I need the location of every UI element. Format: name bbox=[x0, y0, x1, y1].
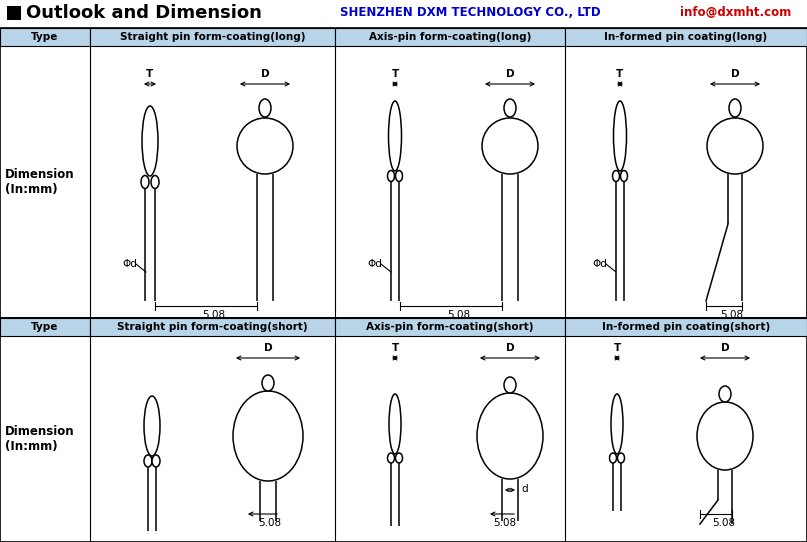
Text: 5.08: 5.08 bbox=[447, 310, 470, 320]
Ellipse shape bbox=[152, 455, 160, 467]
Text: 5.08: 5.08 bbox=[721, 310, 743, 320]
Bar bbox=[7, 6, 21, 20]
Ellipse shape bbox=[144, 396, 160, 456]
Text: In-formed pin coating(short): In-formed pin coating(short) bbox=[602, 322, 770, 332]
Text: Φd: Φd bbox=[122, 259, 137, 269]
Ellipse shape bbox=[387, 171, 395, 182]
Ellipse shape bbox=[504, 99, 516, 117]
Text: D: D bbox=[721, 343, 730, 353]
Text: Axis-pin form-coating(short): Axis-pin form-coating(short) bbox=[366, 322, 533, 332]
Text: D: D bbox=[506, 69, 514, 79]
Ellipse shape bbox=[697, 402, 753, 470]
Text: Φd: Φd bbox=[592, 259, 607, 269]
Text: D: D bbox=[261, 69, 270, 79]
Text: D: D bbox=[730, 69, 739, 79]
Bar bbox=[341, 342, 559, 536]
Text: T: T bbox=[617, 69, 624, 79]
Ellipse shape bbox=[707, 118, 763, 174]
Text: Type: Type bbox=[31, 322, 59, 332]
Text: 5.08: 5.08 bbox=[258, 518, 282, 528]
Text: Type: Type bbox=[31, 32, 59, 42]
Text: 5.08: 5.08 bbox=[493, 518, 516, 528]
Text: In-formed pin coating(long): In-formed pin coating(long) bbox=[604, 32, 767, 42]
Text: 5.08: 5.08 bbox=[713, 518, 735, 528]
Text: Straight pin form-coating(long): Straight pin form-coating(long) bbox=[119, 32, 305, 42]
Ellipse shape bbox=[144, 455, 152, 467]
Text: T: T bbox=[146, 69, 153, 79]
Ellipse shape bbox=[389, 394, 401, 454]
Ellipse shape bbox=[141, 176, 149, 189]
Text: Outlook and Dimension: Outlook and Dimension bbox=[26, 4, 262, 22]
Text: d: d bbox=[521, 484, 528, 494]
Bar bbox=[0, 28, 90, 46]
Ellipse shape bbox=[613, 101, 626, 171]
Text: Dimension
(In:mm): Dimension (In:mm) bbox=[5, 425, 74, 453]
Bar bbox=[335, 28, 565, 46]
Bar bbox=[90, 318, 335, 336]
Bar bbox=[96, 342, 329, 536]
Ellipse shape bbox=[233, 391, 303, 481]
Bar bbox=[335, 318, 565, 336]
Bar bbox=[0, 318, 807, 542]
Ellipse shape bbox=[395, 171, 403, 182]
Text: T: T bbox=[391, 343, 399, 353]
Text: Φd: Φd bbox=[367, 259, 382, 269]
Text: Axis-pin form-coating(long): Axis-pin form-coating(long) bbox=[369, 32, 531, 42]
Text: D: D bbox=[264, 343, 272, 353]
Text: info@dxmht.com: info@dxmht.com bbox=[680, 7, 791, 20]
Ellipse shape bbox=[142, 106, 158, 176]
Text: SHENZHEN DXM TECHNOLOGY CO., LTD: SHENZHEN DXM TECHNOLOGY CO., LTD bbox=[340, 7, 600, 20]
Text: Dimension
(In:mm): Dimension (In:mm) bbox=[5, 168, 74, 196]
Text: Straight pin form-coating(short): Straight pin form-coating(short) bbox=[117, 322, 307, 332]
Ellipse shape bbox=[262, 375, 274, 391]
Bar bbox=[0, 28, 807, 318]
Ellipse shape bbox=[482, 118, 538, 174]
Ellipse shape bbox=[609, 453, 617, 463]
Ellipse shape bbox=[151, 176, 159, 189]
Ellipse shape bbox=[477, 393, 543, 479]
Text: 5.08: 5.08 bbox=[203, 310, 226, 320]
Ellipse shape bbox=[621, 171, 628, 182]
Ellipse shape bbox=[395, 453, 403, 463]
Bar bbox=[90, 28, 335, 46]
Ellipse shape bbox=[387, 453, 395, 463]
Ellipse shape bbox=[259, 99, 271, 117]
Bar bbox=[565, 28, 807, 46]
Ellipse shape bbox=[504, 377, 516, 393]
Ellipse shape bbox=[237, 118, 293, 174]
Text: T: T bbox=[391, 69, 399, 79]
Bar bbox=[0, 318, 90, 336]
Text: D: D bbox=[506, 343, 514, 353]
Ellipse shape bbox=[388, 101, 402, 171]
Ellipse shape bbox=[729, 99, 741, 117]
Ellipse shape bbox=[613, 171, 620, 182]
Ellipse shape bbox=[719, 386, 731, 402]
Ellipse shape bbox=[611, 394, 623, 454]
Ellipse shape bbox=[617, 453, 625, 463]
Bar bbox=[565, 318, 807, 336]
Text: T: T bbox=[613, 343, 621, 353]
